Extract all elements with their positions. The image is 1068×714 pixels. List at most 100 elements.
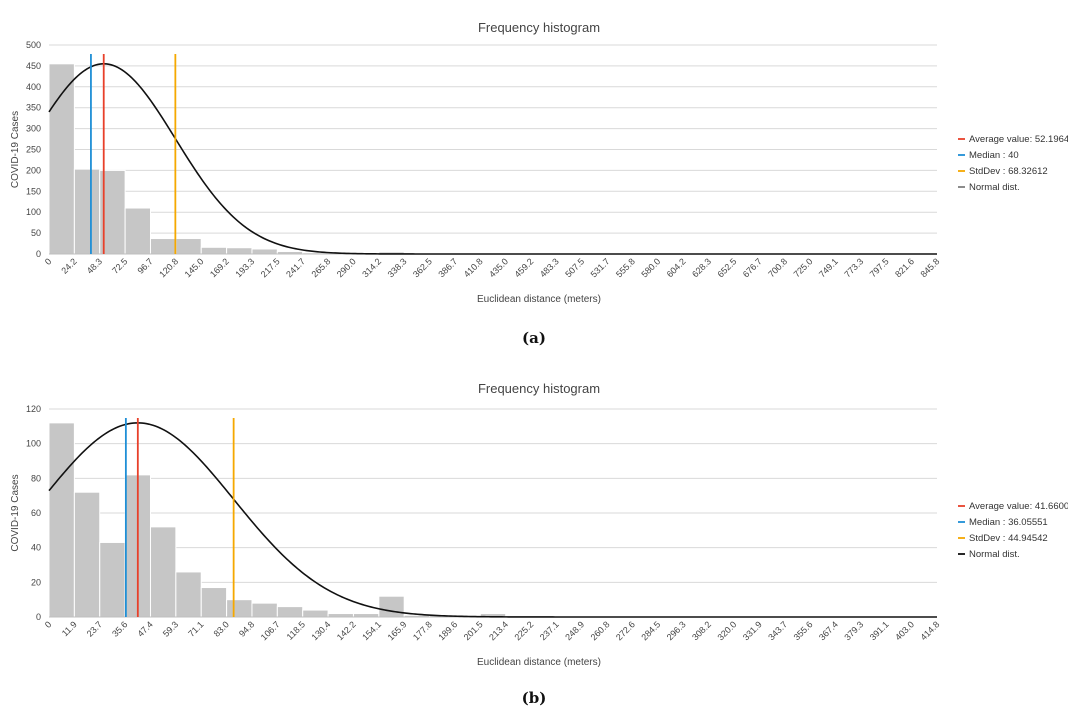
chart-b-bar	[227, 600, 252, 617]
chart-a-x-tick-label: 628.3	[690, 256, 713, 279]
chart-b-bar	[150, 527, 175, 617]
chart-a-x-tick-label: 241.7	[284, 256, 307, 279]
chart-b-x-tick-label: 59.3	[161, 619, 180, 638]
chart-b-bar	[353, 614, 378, 617]
chart-a-y-tick-label: 400	[26, 82, 41, 92]
chart-a-y-tick-label: 450	[26, 61, 41, 71]
chart-b-x-tick-label: 213.4	[487, 619, 510, 642]
chart-b-y-axis-label: COVID-19 Cases	[10, 474, 21, 551]
chart-b-bar	[201, 588, 226, 617]
chart-b-x-tick-label: 237.1	[538, 619, 561, 642]
chart-b-x-tick-label: 35.6	[110, 619, 129, 638]
chart-b-bar	[303, 610, 328, 617]
chart-a-y-tick-label: 150	[26, 186, 41, 196]
chart-a-x-tick-label: 821.6	[893, 256, 916, 279]
chart-a-x-tick-label: 145.0	[183, 256, 206, 279]
chart-b-x-tick-label: 296.3	[665, 619, 688, 642]
chart-a-x-tick-label: 797.5	[868, 256, 891, 279]
chart-b-x-tick-label: 248.9	[563, 619, 586, 642]
chart-a-y-tick-label: 250	[26, 145, 41, 155]
chart-b-y-tick-label: 60	[31, 508, 41, 518]
chart-a-x-tick-label: 845.8	[918, 256, 941, 279]
chart-b-x-tick-label: 0	[43, 619, 54, 630]
chart-a-legend-label: Average value: 52.19648	[969, 134, 1068, 145]
chart-b-x-axis-label: Euclidean distance (meters)	[477, 657, 601, 668]
chart-a-y-tick-label: 300	[26, 124, 41, 134]
chart-b-x-tick-label: 367.4	[817, 619, 840, 642]
chart-a-normal-curve	[49, 64, 937, 254]
chart-a-y-tick-label: 0	[36, 249, 41, 259]
chart-a-x-tick-label: 338.3	[386, 256, 409, 279]
chart-a-x-tick-label: 386.7	[436, 256, 459, 279]
chart-a-x-tick-label: 700.8	[766, 256, 789, 279]
chart-a-bar	[201, 247, 226, 254]
chart-a-x-tick-label: 604.2	[665, 256, 688, 279]
chart-a-x-tick-label: 676.7	[741, 256, 764, 279]
chart-b-x-tick-label: 260.8	[589, 619, 612, 642]
chart-a-bar	[125, 208, 150, 254]
chart-a-y-tick-label: 500	[26, 40, 41, 50]
chart-a-x-tick-label: 193.3	[233, 256, 256, 279]
chart-b-bar	[379, 596, 404, 617]
chart-b-x-tick-label: 414.8	[918, 619, 941, 642]
chart-b-x-tick-label: 308.2	[690, 619, 713, 642]
chart-a-y-tick-label: 100	[26, 207, 41, 217]
chart-a-x-tick-label: 265.8	[309, 256, 332, 279]
chart-a-x-tick-label: 531.7	[589, 256, 612, 279]
chart-b-x-tick-label: 11.9	[60, 619, 79, 638]
chart-b-bar	[328, 614, 353, 617]
chart-b-x-tick-label: 331.9	[741, 619, 764, 642]
chart-a-legend-label: StdDev : 68.32612	[969, 166, 1048, 177]
chart-b-x-tick-label: 142.2	[335, 619, 358, 642]
chart-b-legend-label: Normal dist.	[969, 549, 1020, 560]
chart-b-x-tick-label: 165.9	[386, 619, 409, 642]
chart-a-y-tick-label: 50	[31, 228, 41, 238]
chart-a-bar	[227, 248, 252, 254]
chart-b-y-tick-label: 40	[31, 543, 41, 553]
chart-b-x-tick-label: 189.6	[436, 619, 459, 642]
chart-b-x-tick-label: 83.0	[212, 619, 231, 638]
chart-a-x-axis-label: Euclidean distance (meters)	[477, 294, 601, 305]
chart-b-x-tick-label: 106.7	[259, 619, 282, 642]
chart-a-x-tick-label: 314.2	[360, 256, 383, 279]
chart-b-bar	[49, 423, 74, 617]
chart-b-legend-label: StdDev : 44.94542	[969, 533, 1048, 544]
chart-a-x-tick-label: 725.0	[792, 256, 815, 279]
chart-a-bar	[150, 239, 175, 254]
chart-a-bar	[252, 249, 277, 254]
chart-b-bar	[74, 492, 99, 617]
chart-b-x-tick-label: 118.5	[285, 619, 308, 642]
chart-b-x-tick-label: 343.7	[766, 619, 789, 642]
chart-b-bar	[100, 542, 125, 617]
chart-a-x-tick-label: 290.0	[335, 256, 358, 279]
chart-a-x-tick-label: 652.5	[715, 256, 738, 279]
chart-b-x-tick-label: 130.4	[309, 619, 332, 642]
chart-a-legend-label: Median : 40	[969, 150, 1019, 161]
chart-a-x-tick-label: 773.3	[842, 256, 865, 279]
chart-b-y-tick-label: 0	[36, 612, 41, 622]
chart-a-x-tick-label: 749.1	[817, 256, 840, 279]
chart-b-x-tick-label: 379.3	[842, 619, 865, 642]
chart-b-bar	[277, 607, 302, 617]
chart-b-x-tick-label: 94.8	[237, 619, 256, 638]
chart-b-x-tick-label: 47.4	[135, 619, 154, 638]
chart-a-x-tick-label: 483.3	[538, 256, 561, 279]
chart-b-x-tick-label: 201.5	[462, 619, 485, 642]
chart-b-caption: (b)	[522, 689, 547, 707]
chart-a-x-tick-label: 169.2	[208, 256, 231, 279]
chart-a-x-tick-label: 507.5	[563, 256, 586, 279]
chart-b-x-tick-label: 154.1	[360, 619, 383, 642]
chart-b-bar	[252, 603, 277, 617]
chart-b-x-tick-label: 71.1	[186, 619, 205, 638]
chart-b-x-tick-label: 284.5	[639, 619, 662, 642]
chart-a-legend-label: Normal dist.	[969, 182, 1020, 193]
chart-b-x-tick-label: 23.7	[85, 619, 104, 638]
chart-a-bar	[49, 64, 74, 254]
chart-b-x-tick-label: 177.8	[411, 619, 434, 642]
chart-a-bar	[74, 169, 99, 254]
chart-b-x-tick-label: 391.1	[868, 619, 891, 642]
chart-a-x-tick-label: 362.5	[411, 256, 434, 279]
chart-b-legend-label: Average value: 41.66003	[969, 501, 1068, 512]
